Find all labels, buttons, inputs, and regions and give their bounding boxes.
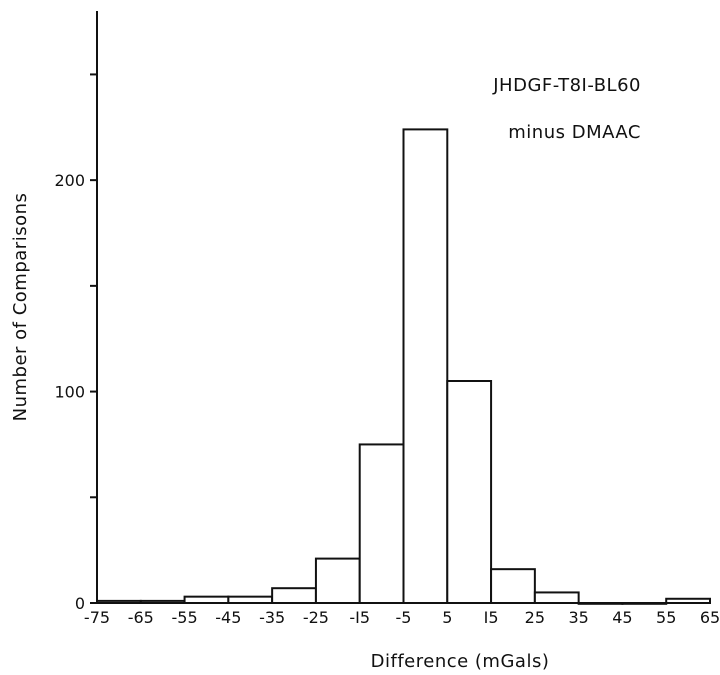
y-axis-title: Number of Comparisons (10, 193, 31, 422)
y-tick-label-4: 200 (54, 171, 85, 190)
x-tick-label-8: 5 (442, 608, 452, 627)
histogram-bar-13 (665, 597, 712, 605)
x-tick-label-10: 25 (525, 608, 545, 627)
histogram-bar-6 (358, 443, 405, 604)
x-tick-label-0: -75 (84, 608, 110, 627)
histogram-bar-1 (139, 599, 186, 605)
x-axis-title: Difference (mGals) (371, 651, 550, 672)
x-tick-label-3: -45 (215, 608, 241, 627)
x-tick-label-14: 65 (700, 608, 720, 627)
histogram-bar-9 (490, 568, 536, 604)
axes-layer (90, 11, 98, 604)
y-tick-label-2: 100 (54, 383, 85, 402)
x-tick-label-6: -I5 (349, 608, 370, 627)
x-tick-label-13: 55 (656, 608, 676, 627)
x-tick-label-11: 35 (568, 608, 588, 627)
histogram-bar-2 (183, 595, 230, 604)
x-tick-label-5: -25 (303, 608, 329, 627)
x-tick-label-12: 45 (612, 608, 632, 627)
histogram-bar-8 (446, 380, 493, 604)
histogram-bar-5 (314, 557, 361, 604)
x-tick-label-7: -5 (396, 608, 412, 627)
x-tick-label-9: I5 (484, 608, 499, 627)
annotation-line-1: JHDGF-T8I-BL60 (492, 75, 641, 96)
x-tick-label-1: -65 (128, 608, 154, 627)
histogram-bar-3 (227, 595, 274, 604)
histogram-bar-4 (271, 587, 317, 605)
annotation-line-2: minus DMAAC (508, 122, 641, 143)
x-tick-label-2: -55 (172, 608, 198, 627)
y-tick-label-0: 0 (75, 594, 85, 613)
histogram-bar-10 (533, 591, 580, 604)
bars-layer (96, 128, 712, 605)
histogram-bar-7 (402, 128, 449, 604)
histogram-bar-0 (96, 599, 142, 605)
x-tick-label-4: -35 (259, 608, 285, 627)
histogram-bar-11 (577, 602, 624, 605)
histogram-bar-12 (621, 602, 668, 605)
